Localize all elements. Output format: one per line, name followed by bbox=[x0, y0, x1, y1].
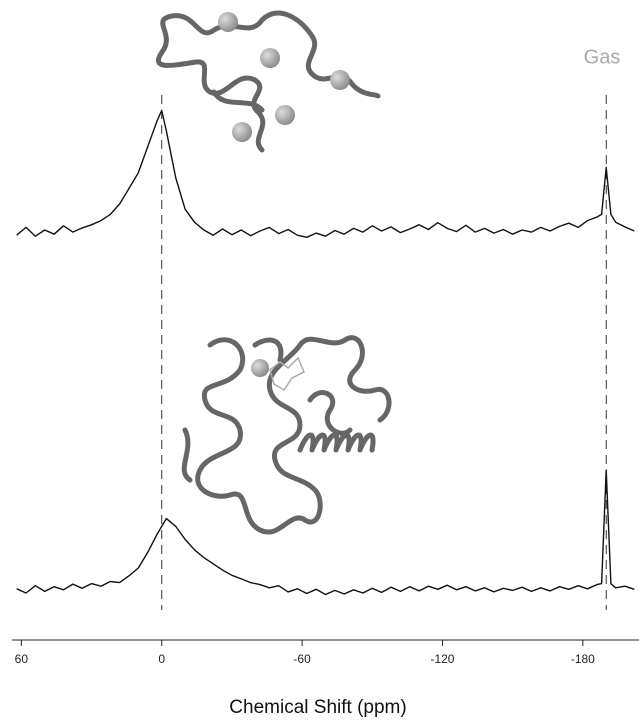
x-tick-label: -120 bbox=[430, 652, 454, 666]
x-tick-label: 60 bbox=[15, 652, 29, 666]
spectrum-line bbox=[16, 109, 635, 238]
x-axis-label: Chemical Shift (ppm) bbox=[229, 697, 406, 718]
x-tick-label: 0 bbox=[158, 652, 165, 666]
x-tick-label: -180 bbox=[571, 652, 595, 666]
unfolded-illustration bbox=[155, 10, 381, 153]
annotation: Gas bbox=[584, 46, 621, 68]
x-tick-label: -60 bbox=[293, 652, 311, 666]
spectrum-line bbox=[16, 469, 635, 596]
protein-illustration bbox=[181, 335, 392, 535]
